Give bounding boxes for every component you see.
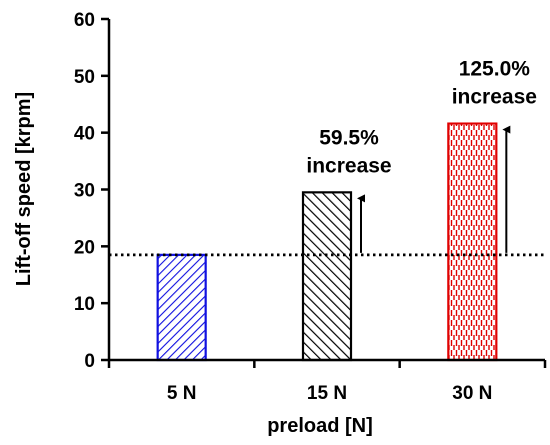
- y-tick-label: 20: [74, 237, 95, 258]
- annotation-label: increase: [452, 86, 537, 109]
- y-axis-title: Lift-off speed [krpm]: [13, 92, 35, 286]
- x-tick-label: 30 N: [452, 383, 492, 404]
- bar-0: [156, 253, 207, 362]
- y-tick-label: 30: [74, 181, 95, 202]
- annotation-label: increase: [306, 154, 391, 177]
- x-axis-title: preload [N]: [267, 415, 373, 437]
- annotation-percent: 125.0%: [459, 58, 531, 81]
- y-tick-label: 40: [74, 124, 95, 145]
- y-tick-label: 10: [74, 294, 95, 315]
- y-tick-label: 50: [74, 67, 95, 88]
- bar-1: [301, 191, 353, 362]
- bar-2: [447, 122, 498, 362]
- x-tick-label: 5 N: [167, 383, 197, 404]
- y-tick-label: 0: [84, 351, 95, 372]
- annotation-percent: 59.5%: [319, 126, 379, 149]
- x-tick-label: 15 N: [307, 383, 347, 404]
- y-tick-label: 60: [74, 10, 95, 31]
